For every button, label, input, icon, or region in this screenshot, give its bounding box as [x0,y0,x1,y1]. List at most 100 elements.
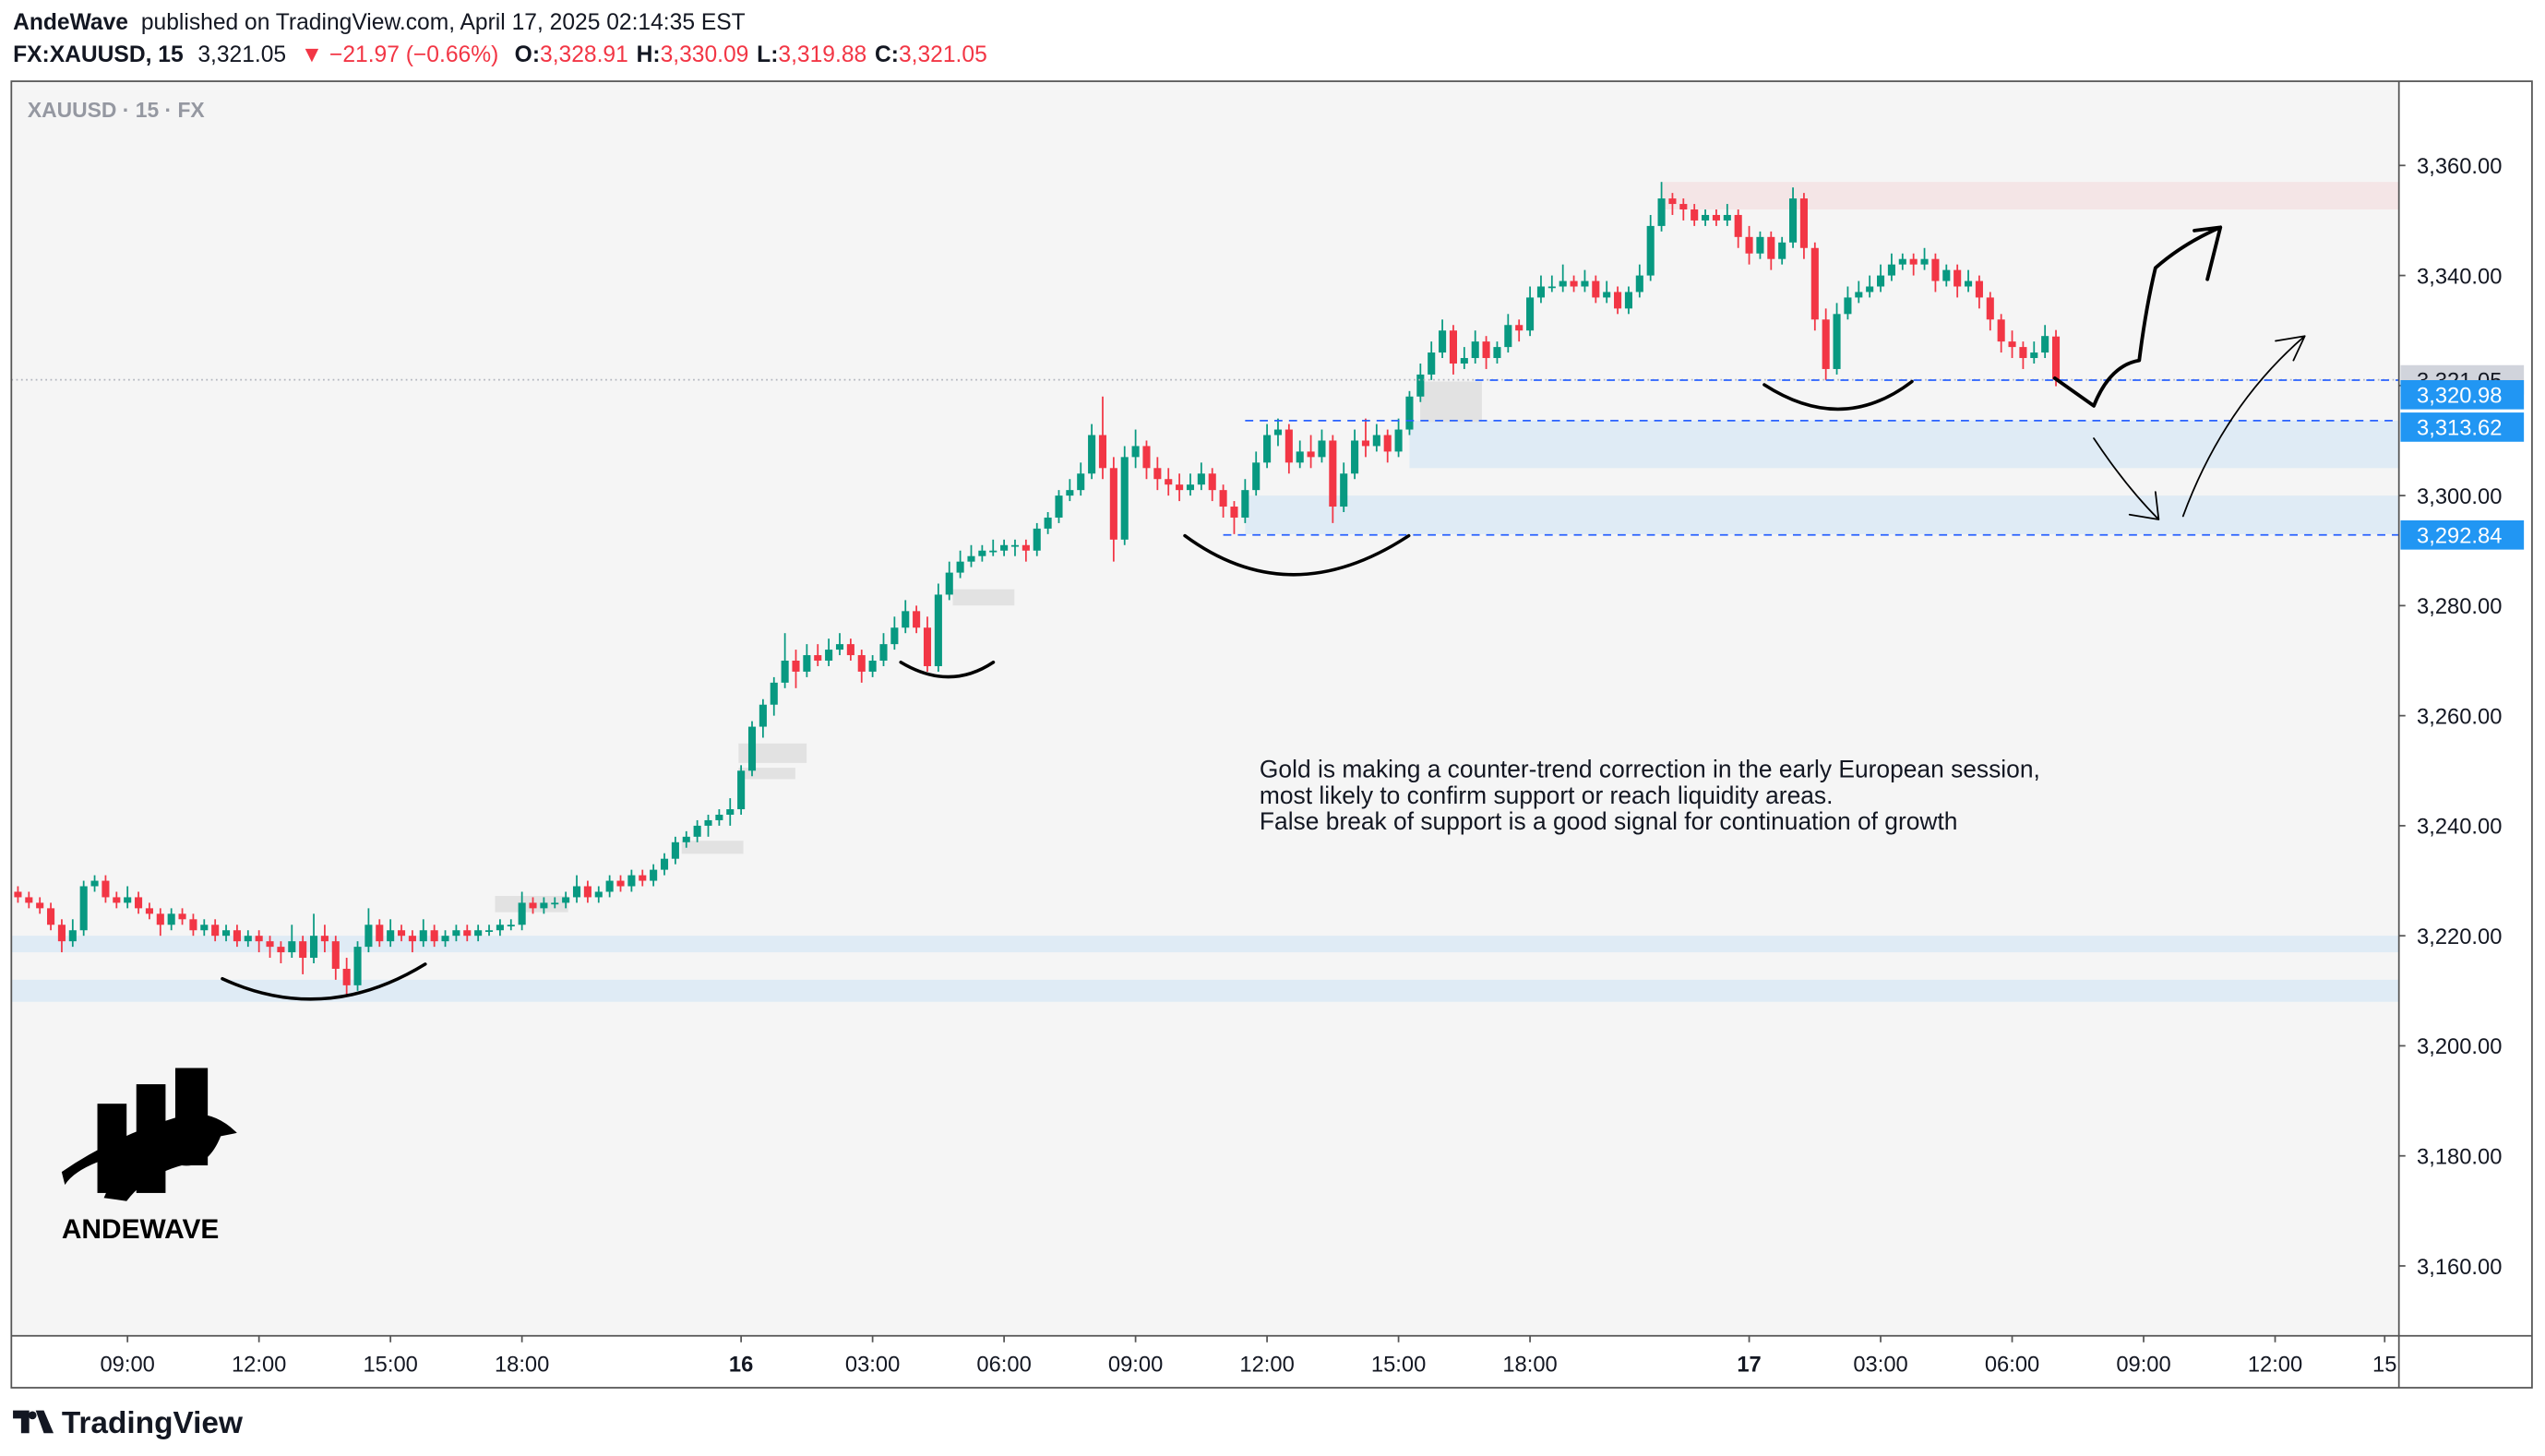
candle-body [1789,198,1798,243]
candle-body [671,841,679,859]
ohlc-label: L: [757,42,778,67]
candle-body [1515,325,1523,331]
candle-body [1055,495,1063,518]
candle-body [387,930,395,942]
zone [1245,495,2399,534]
candle-body [288,941,296,953]
candle-body [79,886,88,931]
x-tick-label: 09:00 [1108,1353,1163,1377]
candle-body [1416,374,1425,397]
annotation: Gold is making a counter-trend correctio… [1260,756,2040,835]
candle-body [68,930,77,942]
candle-body [1131,446,1140,458]
x-tick-label: 18:00 [495,1353,549,1377]
candle-body [1712,214,1720,221]
candle-body [430,930,438,942]
candle-body [759,704,767,727]
level-label: 3,292.84 [2417,525,2502,549]
candle-body [1284,429,1293,463]
candle-body [1559,280,1567,287]
y-tick-label: 3,200.00 [2417,1035,2502,1059]
candle-body [945,572,953,595]
candle-body [693,825,701,837]
candle-body [1022,544,1030,551]
candle-body [1077,473,1085,491]
candle-body [496,925,504,931]
author: AndeWave [13,10,128,35]
candle-body [967,555,975,562]
candle-body [1833,314,1841,369]
candle-body [1954,269,1962,287]
candle-body [1296,451,1304,463]
candle-body [934,594,942,666]
candle-body [1219,490,1227,507]
candle-body [484,930,494,932]
candle-body [1208,473,1216,491]
candle-body [1504,325,1512,348]
candle-body [1153,468,1162,480]
candle-body [1176,484,1184,491]
candle-body [1273,429,1283,436]
x-tick-label: 09:00 [100,1353,154,1377]
candle-body [846,644,854,656]
zone [1661,182,2399,210]
x-tick-label: 12:00 [1239,1353,1294,1377]
candle-body [1109,468,1117,540]
candle-body [200,925,209,931]
candle-body [1482,341,1490,359]
x-tick-label: 06:00 [976,1353,1031,1377]
candle-body [2019,347,2027,359]
candle-body [1581,280,1589,287]
candle-body [353,947,362,985]
candle-body [572,886,581,898]
candle-body [1603,292,1611,298]
candle-body [1668,198,1677,205]
candle-body [25,897,33,903]
level-label: 3,313.62 [2417,417,2502,441]
candle-body [825,650,833,662]
level-label-box [2400,519,2525,550]
candle-body [102,880,110,898]
candle-body [189,919,197,931]
candle-body [1428,352,1436,375]
candle-body [1526,297,1535,331]
level-label-box [2400,412,2525,442]
x-tick-label: 03:00 [1853,1353,1907,1377]
candle-body [1372,435,1380,447]
candle-body [1898,258,1906,265]
zone [11,936,2399,953]
candle-body [376,925,384,942]
candle-body [1066,490,1074,496]
candle-body [857,655,866,672]
candle-body [1241,490,1249,518]
y-tick-label: 3,160.00 [2417,1256,2502,1280]
x-tick-label: 09:00 [2116,1353,2170,1377]
candle-body [2041,336,2049,353]
candle-body [135,897,143,909]
candle-body [1810,247,1819,320]
candle-body [1920,258,1929,265]
candle-body [890,627,899,645]
candle-body [529,902,537,909]
candle-body [1471,341,1479,359]
ohlc-label: H: [637,42,661,67]
candle-body [1394,429,1403,452]
candle-body [397,930,406,937]
x-tick-label: 06:00 [1985,1353,2039,1377]
last-price: 3,321.05 [197,42,286,67]
x-tick-label: 15 [2372,1353,2396,1377]
symbol-line: FX:XAUUSD, 15 3,321.05 ▼ −21.97 (−0.66%)… [13,42,987,67]
candle-body [452,930,460,937]
logo [61,1068,237,1201]
candle-body [1000,544,1009,551]
candle-body [14,891,22,898]
change: ▼ −21.97 (−0.66%) [301,42,499,67]
candle-body [715,814,723,820]
candle-body [868,661,877,672]
candle-body [1997,319,2005,342]
candle-body [1691,209,1699,221]
annotation-line: most likely to confirm support or reach … [1260,782,1834,809]
candle-body [1098,435,1107,469]
